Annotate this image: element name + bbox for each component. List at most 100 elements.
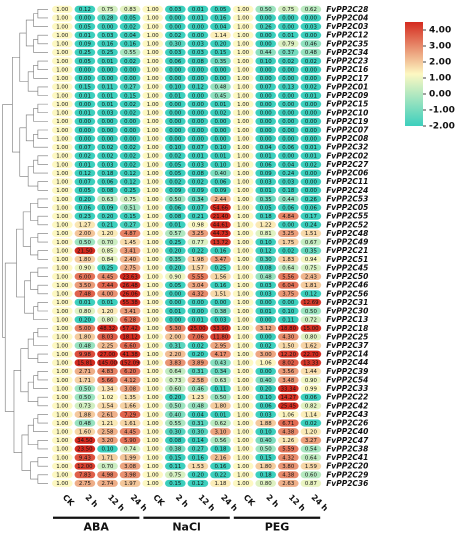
cell-value-label: 1.00 [147, 421, 160, 427]
dendrogram-branch [28, 425, 38, 444]
dendrogram-branch [38, 130, 48, 139]
cell-value-label: 6.60 [124, 343, 137, 349]
cell-value-label: 0.00 [192, 33, 205, 39]
cell-value-label: 5.90 [124, 438, 137, 444]
cell-value-label: 0.10 [214, 145, 227, 151]
cell-value-label: 1.00 [147, 326, 160, 332]
cell-value-label: 0.00 [169, 67, 182, 73]
cell-value-label: 0.00 [124, 128, 137, 134]
cell-value-label: 0.01 [101, 300, 113, 306]
cell-value-label: 1.00 [56, 335, 69, 341]
cell-value-label: 0.02 [192, 180, 204, 186]
cell-value-label: 0.00 [192, 136, 205, 142]
cell-value-label: 0.02 [124, 145, 136, 151]
cell-value-label: 0.17 [305, 214, 317, 220]
cell-value-label: 0.00 [124, 136, 137, 142]
cell-value-label: 1.45 [124, 240, 136, 246]
cell-value-label: 26.48 [122, 283, 138, 289]
cell-value-label: 0.64 [305, 455, 318, 461]
cell-value-label: 0.16 [101, 42, 114, 48]
cell-value-label: 0.01 [192, 317, 204, 323]
cell-value-label: 0.01 [169, 223, 181, 229]
cell-value-label: 0.00 [260, 111, 273, 117]
cell-value-label: 1.00 [147, 111, 160, 117]
cell-value-label: 0.20 [79, 197, 92, 203]
cell-value-label: 1.00 [56, 326, 69, 332]
cell-value-label: 0.01 [101, 93, 113, 99]
cell-value-label: 0.35 [260, 197, 272, 203]
cell-value-label: 0.02 [305, 59, 317, 65]
cell-value-label: 23.63 [122, 274, 137, 280]
dendrogram-branch [38, 61, 48, 70]
cell-value-label: 1.00 [147, 33, 160, 39]
cell-value-label: 1.00 [147, 154, 160, 160]
cell-value-label: 7.06 [192, 335, 205, 341]
cell-value-label: 0.09 [214, 188, 227, 194]
cell-value-label: 0.00 [260, 119, 273, 125]
cell-value-label: 0.02 [101, 154, 113, 160]
cell-value-label: 0.06 [305, 205, 318, 211]
cell-value-label: 0.00 [192, 309, 205, 315]
cell-value-label: 0.01 [214, 154, 226, 160]
cell-value-label: 0.26 [260, 24, 273, 30]
cell-value-label: 1.71 [79, 378, 91, 384]
dendrogram-branch [38, 285, 48, 294]
cell-value-label: 0.01 [192, 154, 204, 160]
cell-value-label: 0.20 [192, 352, 205, 358]
cell-value-label: 3.00 [260, 352, 273, 358]
cell-value-label: 3.10 [214, 429, 227, 435]
cell-value-label: 1.00 [237, 361, 250, 367]
cell-value-label: 0.03 [260, 292, 272, 298]
cell-value-label: 34.50 [77, 438, 93, 444]
cell-value-label: 0.62 [305, 7, 317, 13]
cell-value-label: 0.01 [79, 300, 91, 306]
cell-value-label: 1.00 [237, 145, 250, 151]
cell-value-label: 1.00 [237, 300, 250, 306]
cell-value-label: 0.12 [260, 248, 272, 254]
cell-value-label: 2.00 [169, 335, 182, 341]
cell-value-label: 0.01 [260, 188, 272, 194]
cell-value-label: 1.00 [237, 283, 250, 289]
cell-value-label: 1.00 [147, 231, 160, 237]
cell-value-label: 0.00 [214, 136, 227, 142]
cell-value-label: 4.32 [192, 292, 204, 298]
cell-value-label: 0.00 [260, 33, 273, 39]
cell-value-label: 0.00 [305, 33, 318, 39]
cell-value-label: 0.20 [192, 473, 205, 479]
cell-value-label: 0.63 [214, 378, 226, 384]
cell-value-label: 0.00 [260, 102, 273, 108]
cell-value-label: 0.01 [169, 309, 181, 315]
cell-value-label: 1.00 [237, 309, 250, 315]
cell-value-label: 57.42 [122, 326, 137, 332]
cell-value-label: 1.00 [147, 180, 160, 186]
cell-value-label: 0.10 [260, 395, 273, 401]
cell-value-label: 1.00 [56, 85, 69, 91]
cell-value-label: 2.43 [305, 274, 317, 280]
cell-value-label: 1.00 [56, 447, 69, 453]
cell-value-label: 1.00 [56, 386, 69, 392]
cell-value-label: 0.03 [101, 162, 113, 168]
cell-value-label: 0.74 [124, 447, 137, 453]
cell-value-label: 0.67 [305, 240, 317, 246]
cell-value-label: 12.69 [303, 300, 319, 306]
cell-value-label: 1.00 [56, 231, 69, 237]
cell-value-label: 1.00 [237, 395, 250, 401]
cell-value-label: 0.02 [169, 154, 181, 160]
cell-value-label: 0.16 [192, 455, 205, 461]
cell-value-label: 1.00 [56, 67, 69, 73]
cell-value-label: 1.00 [147, 223, 160, 229]
cell-value-label: 1.60 [79, 429, 92, 435]
cell-value-label: 0.03 [260, 180, 272, 186]
dendrogram-branch [38, 475, 48, 484]
cell-value-label: 0.05 [214, 7, 226, 13]
cell-value-label: 1.00 [147, 24, 160, 30]
cell-value-label: 21.40 [213, 214, 229, 220]
cell-value-label: 0.11 [169, 464, 181, 470]
cell-value-label: 1.00 [56, 429, 69, 435]
cell-value-label: 0.00 [260, 42, 273, 48]
cell-value-label: 1.00 [237, 274, 250, 280]
dendrogram-branch [34, 108, 48, 121]
cell-value-label: 4.45 [124, 429, 136, 435]
cell-value-label: 0.20 [260, 386, 273, 392]
legend-tick-labels: 4.003.002.001.000.00-1.00-2.00 [423, 26, 455, 132]
